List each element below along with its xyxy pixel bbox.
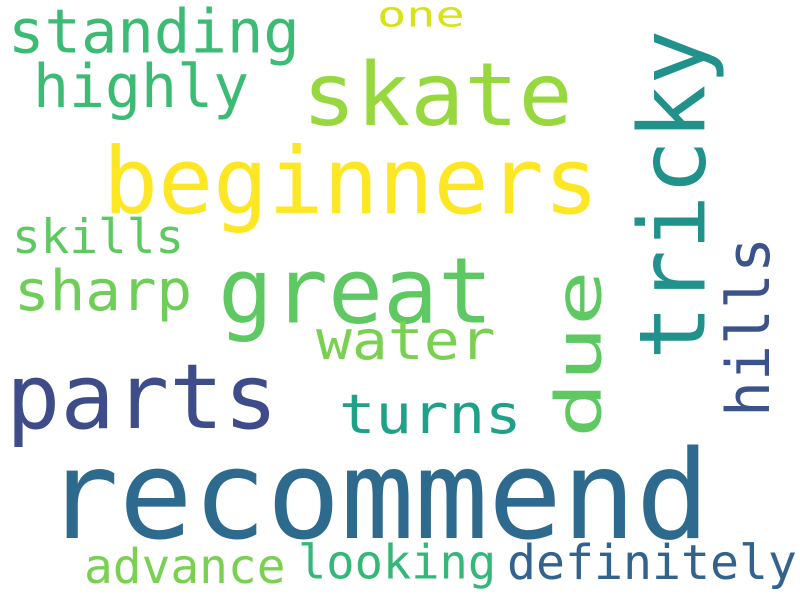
word-parts: parts xyxy=(6,345,279,451)
word-standing: standing xyxy=(8,0,300,68)
word-skills: skills xyxy=(12,210,185,266)
word-tricky: tricky xyxy=(619,29,727,360)
word-turns: turns xyxy=(339,383,522,447)
word-great: great xyxy=(218,237,494,345)
word-sharp: sharp xyxy=(14,258,193,324)
word-skate: skate xyxy=(302,43,573,146)
word-definitely: definitely xyxy=(507,534,797,591)
word-looking: looking xyxy=(298,535,497,591)
word-advance: advance xyxy=(84,540,286,596)
word-hills: hills xyxy=(714,236,784,417)
word-highly: highly xyxy=(33,52,250,122)
word-one: one xyxy=(377,0,465,36)
word-water: water xyxy=(316,309,496,373)
word-due: due xyxy=(541,270,616,438)
word-recommend: recommend xyxy=(45,423,710,567)
word-beginners: beginners xyxy=(103,128,599,235)
